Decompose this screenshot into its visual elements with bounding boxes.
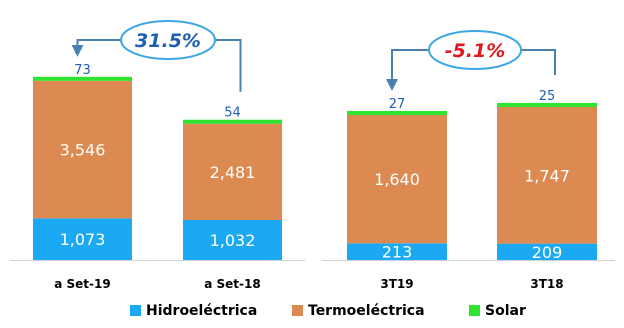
data-label-termoeléctrica: 3,546 <box>60 141 106 160</box>
bar-segment-termoeléctrica-2 <box>497 106 597 244</box>
data-label-hidroeléctrica: 1,073 <box>60 230 106 249</box>
bar-segment-solar-2 <box>497 102 597 107</box>
data-label-termoeléctrica: 2,481 <box>210 163 256 182</box>
data-label-termoeléctrica: 1,747 <box>524 166 570 185</box>
category-label: 3T19 <box>380 277 413 291</box>
bar-segment-solar-1 <box>347 111 447 116</box>
data-label-solar: 27 <box>389 97 406 112</box>
data-label-solar: 25 <box>539 89 556 104</box>
data-label-solar: 73 <box>74 63 91 78</box>
data-label-termoeléctrica: 1,640 <box>374 170 420 189</box>
bar-segment-hidroeléctrica-2 <box>497 243 597 260</box>
bar-segment-termoeléctrica-1 <box>347 115 447 244</box>
legend-swatch-1 <box>130 305 141 316</box>
legend-label-1: Hidroeléctrica <box>146 303 257 319</box>
category-label: a Set-19 <box>54 277 110 291</box>
bar-segment-termoeléctrica-1 <box>33 80 132 219</box>
bar-segment-hidroeléctrica-1 <box>33 218 132 260</box>
bar-segment-solar-2 <box>183 119 282 124</box>
bar-segment-termoeléctrica-2 <box>183 123 282 220</box>
data-label-hidroeléctrica: 1,032 <box>210 231 256 250</box>
data-label-hidroeléctrica: 213 <box>382 243 413 262</box>
chart-panel-2: 213 1,640 27 3T19 209 1,747 25 3T18 -5.1% <box>322 30 615 291</box>
legend-label-3: Solar <box>485 303 526 319</box>
bar-segment-hidroeléctrica-2 <box>183 219 282 260</box>
change-percentage-label: 31.5% <box>135 30 201 52</box>
legend-swatch-3 <box>469 305 480 316</box>
legend: Hidroeléctrica Termoeléctrica Solar <box>130 303 526 319</box>
change-bubble <box>120 20 216 60</box>
change-percentage-label: -5.1% <box>445 40 506 62</box>
legend-swatch-2 <box>292 305 303 316</box>
category-label: a Set-18 <box>204 277 260 291</box>
bar-segment-solar-1 <box>33 76 132 81</box>
data-label-hidroeléctrica: 209 <box>532 243 563 262</box>
change-bubble <box>428 30 522 70</box>
data-label-solar: 54 <box>224 106 241 121</box>
legend-label-2: Termoeléctrica <box>308 303 425 319</box>
bar-segment-hidroeléctrica-1 <box>347 243 447 260</box>
category-label: 3T18 <box>530 277 563 291</box>
chart-panel-1: 1,073 3,546 73 a Set-19 1,032 2,481 54 a Set-18… <box>10 20 305 291</box>
